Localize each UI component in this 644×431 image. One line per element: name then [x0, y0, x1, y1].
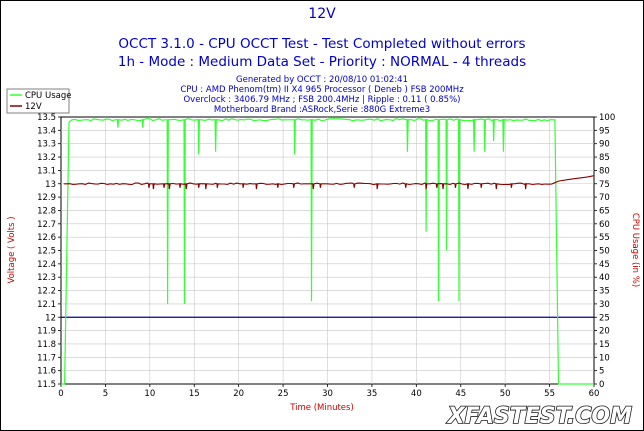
- left-tick-label: 12.8: [37, 206, 56, 216]
- left-tick-label: 12: [45, 313, 56, 323]
- left-tick-label: 12.1: [37, 300, 56, 310]
- x-tick-label: 25: [278, 389, 289, 399]
- x-tick-label: 5: [103, 389, 108, 399]
- watermark-logo: XFASTEST.COM: [445, 403, 633, 430]
- right-tick-label: 30: [599, 300, 610, 310]
- right-tick-label: 60: [599, 220, 610, 230]
- left-tick-label: 12.6: [37, 233, 56, 243]
- y-axis-label-right: CPU Usage (in %): [630, 213, 640, 287]
- right-tick-label: 95: [599, 126, 610, 136]
- right-tick-label: 100: [599, 113, 615, 123]
- left-tick-label: 12.3: [37, 273, 56, 283]
- x-tick-label: 10: [144, 389, 155, 399]
- legend-label-12v: 12V: [25, 102, 42, 112]
- left-tick-label: 13: [45, 180, 56, 190]
- left-tick-label: 13.3: [37, 140, 56, 150]
- x-axis-ticks: 0 5 10 15 20 25 30 35 40 45 50 55 60: [58, 384, 599, 399]
- right-tick-label: 0: [599, 380, 604, 390]
- left-tick-label: 13.1: [37, 166, 56, 176]
- right-tick-label: 40: [599, 273, 610, 283]
- y-axis-label-left: Voltage ( Volts ): [7, 216, 17, 283]
- chart-subtitle-line-1: OCCT 3.1.0 - CPU OCCT Test - Test Comple…: [118, 36, 525, 52]
- left-tick-label: 13.5: [37, 113, 56, 123]
- left-tick-label: 11.5: [37, 380, 56, 390]
- grid-lines: [61, 117, 594, 384]
- left-tick-label: 12.4: [37, 260, 56, 270]
- right-tick-label: 90: [599, 140, 610, 150]
- left-axis-ticks: 11.5 11.6 11.7 11.8 11.9 12 12.1 12.2 12.3 12.4 12…: [37, 113, 61, 390]
- left-tick-label: 13.2: [37, 153, 56, 163]
- x-tick-label: 60: [589, 389, 600, 399]
- right-tick-label: 85: [599, 153, 610, 163]
- right-tick-label: 45: [599, 260, 610, 270]
- x-tick-label: 20: [233, 389, 244, 399]
- x-tick-label: 0: [58, 389, 63, 399]
- x-tick-label: 35: [367, 389, 378, 399]
- right-tick-label: 10: [599, 353, 610, 363]
- watermark-text: XFASTEST.COM: [446, 404, 632, 429]
- chart-title: 12V: [308, 6, 336, 22]
- left-tick-label: 11.8: [37, 340, 56, 350]
- right-tick-label: 15: [599, 340, 610, 350]
- left-tick-label: 13.4: [37, 126, 56, 136]
- left-tick-label: 11.9: [37, 327, 56, 337]
- right-tick-label: 5: [599, 367, 604, 377]
- info-generated: Generated by OCCT : 20/08/10 01:02:41: [236, 75, 408, 85]
- x-axis-label: Time (Minutes): [289, 403, 354, 413]
- left-tick-label: 12.9: [37, 193, 56, 203]
- right-tick-label: 70: [599, 193, 610, 203]
- legend-label-cpu-usage: CPU Usage: [25, 91, 71, 101]
- left-tick-label: 11.6: [37, 367, 56, 377]
- x-tick-label: 55: [544, 389, 555, 399]
- x-tick-label: 15: [189, 389, 200, 399]
- legend-box: [6, 88, 70, 114]
- right-tick-label: 75: [599, 180, 610, 190]
- left-tick-label: 12.7: [37, 220, 56, 230]
- info-overclock: Overclock : 3406.79 MHz ; FSB 200.4MHz |…: [183, 95, 460, 105]
- right-tick-label: 25: [599, 313, 610, 323]
- series-line-12v: [63, 175, 595, 190]
- left-tick-label: 11.7: [37, 353, 56, 363]
- right-tick-label: 20: [599, 327, 610, 337]
- legend: CPU Usage 12V: [6, 88, 71, 114]
- x-tick-label: 45: [455, 389, 466, 399]
- series-line-cpu-usage: [61, 117, 594, 385]
- right-tick-label: 80: [599, 166, 610, 176]
- right-tick-label: 50: [599, 247, 610, 257]
- right-tick-label: 55: [599, 233, 610, 243]
- x-tick-label: 40: [411, 389, 422, 399]
- info-motherboard: Motherboard Brand :ASRock,Serie :880G Ex…: [214, 105, 430, 115]
- chart-subtitle-line-2: 1h - Mode : Medium Data Set - Priority :…: [118, 54, 526, 70]
- info-cpu: CPU : AMD Phenom(tm) II X4 965 Processor…: [180, 85, 464, 95]
- left-tick-label: 12.5: [37, 247, 56, 257]
- right-tick-label: 35: [599, 287, 610, 297]
- x-tick-label: 50: [500, 389, 511, 399]
- left-tick-label: 12.2: [37, 287, 56, 297]
- right-axis-ticks: 0 5 10 15 20 25 30 35 40 45 50 55 60 65 70 75 80 85 90 95 10…: [594, 113, 615, 390]
- x-tick-label: 30: [322, 389, 333, 399]
- right-tick-label: 65: [599, 206, 610, 216]
